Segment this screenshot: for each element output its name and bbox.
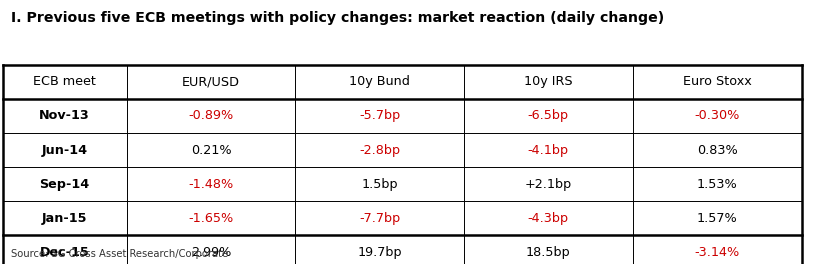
Text: Nov-13: Nov-13: [40, 110, 90, 122]
Text: 10y IRS: 10y IRS: [524, 75, 573, 88]
Text: 0.21%: 0.21%: [191, 144, 231, 157]
Text: -4.3bp: -4.3bp: [528, 212, 568, 225]
Text: -7.7bp: -7.7bp: [359, 212, 400, 225]
Text: Euro Stoxx: Euro Stoxx: [683, 75, 752, 88]
Text: 0.83%: 0.83%: [697, 144, 738, 157]
Text: Dec-15: Dec-15: [40, 246, 90, 259]
Text: +2.1bp: +2.1bp: [525, 178, 572, 191]
Text: -5.7bp: -5.7bp: [359, 110, 400, 122]
Text: 18.5bp: 18.5bp: [526, 246, 571, 259]
Text: Source: SG Cross Asset Research/Corporate: Source: SG Cross Asset Research/Corporat…: [11, 249, 228, 259]
Text: 19.7bp: 19.7bp: [357, 246, 402, 259]
Text: -1.65%: -1.65%: [188, 212, 233, 225]
Text: -3.14%: -3.14%: [695, 246, 740, 259]
Text: -2.8bp: -2.8bp: [359, 144, 400, 157]
Text: Sep-14: Sep-14: [40, 178, 90, 191]
Text: I. Previous five ECB meetings with policy changes: market reaction (daily change: I. Previous five ECB meetings with polic…: [11, 11, 664, 25]
Text: 1.57%: 1.57%: [697, 212, 738, 225]
Text: EUR/USD: EUR/USD: [182, 75, 240, 88]
Text: -4.1bp: -4.1bp: [528, 144, 568, 157]
Text: 2.99%: 2.99%: [191, 246, 231, 259]
Text: 1.5bp: 1.5bp: [361, 178, 398, 191]
Text: -0.30%: -0.30%: [695, 110, 740, 122]
Text: ECB meet: ECB meet: [33, 75, 97, 88]
Text: 1.53%: 1.53%: [697, 178, 738, 191]
Text: -1.48%: -1.48%: [188, 178, 233, 191]
Text: Jan-15: Jan-15: [42, 212, 87, 225]
Text: 10y Bund: 10y Bund: [349, 75, 410, 88]
Text: -0.89%: -0.89%: [188, 110, 233, 122]
Text: -6.5bp: -6.5bp: [528, 110, 568, 122]
Text: Jun-14: Jun-14: [41, 144, 87, 157]
